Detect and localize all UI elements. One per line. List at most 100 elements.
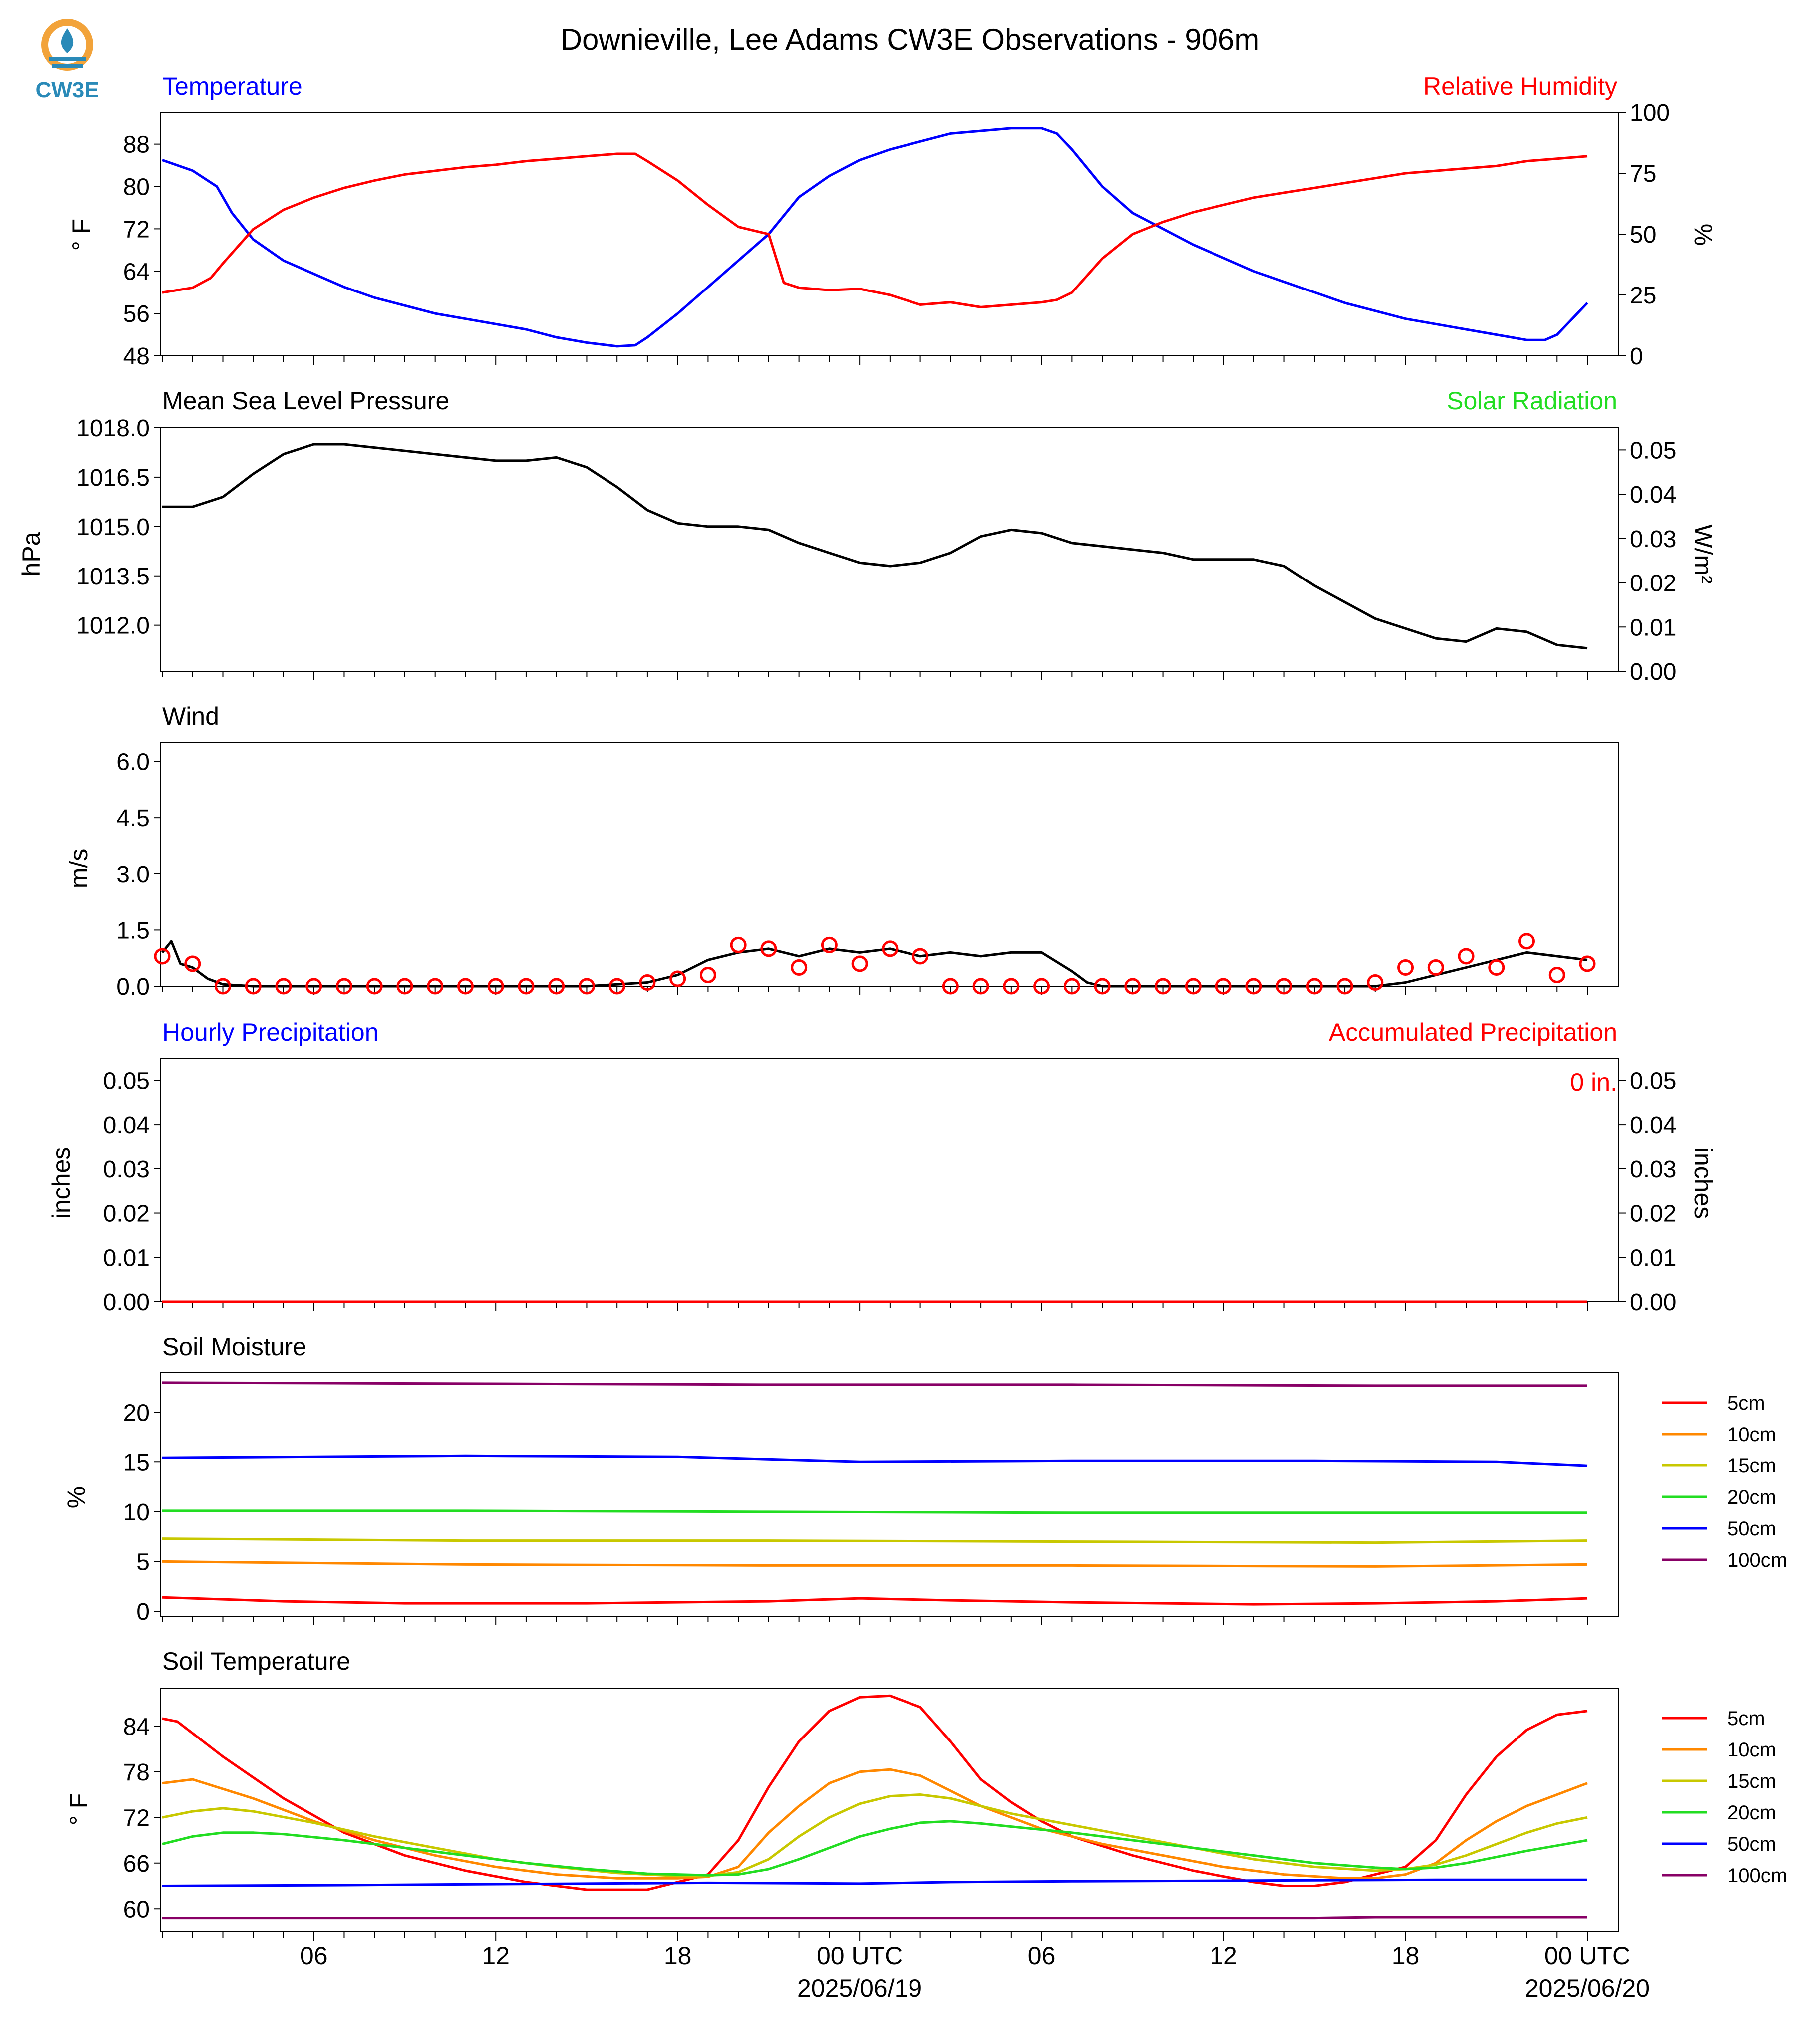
- x-tick-label: 12: [482, 1942, 510, 1970]
- gust-marker: [487, 978, 504, 995]
- gust-marker: [518, 978, 535, 995]
- legend-label: 20cm: [1727, 1486, 1776, 1508]
- y2-tick-label: 50: [1630, 222, 1656, 248]
- gust-marker: [1488, 959, 1505, 976]
- cw3e-logo: CW3E: [35, 19, 99, 102]
- gust-marker: [1094, 978, 1111, 995]
- humidity-unit: %: [1689, 224, 1717, 246]
- y-tick-label: 0.04: [103, 1112, 150, 1139]
- legend-label: 50cm: [1727, 1518, 1776, 1540]
- logo-text: CW3E: [35, 78, 99, 102]
- series-line-15cm: [162, 1537, 1588, 1544]
- y2-tick-label: 0.05: [1630, 1068, 1676, 1094]
- y2-tick-label: 100: [1630, 100, 1670, 126]
- gust-marker: [882, 940, 899, 957]
- pressure-panel: 1012.0 1013.5 1015.0 1016.5 1018.0 0.00 0.01 0.…: [76, 415, 1676, 685]
- solar-title: Solar Radiation: [1447, 387, 1617, 415]
- x-date-label: 2025/06/20: [1525, 1974, 1650, 2002]
- gust-marker: [1276, 978, 1293, 995]
- drop-icon: [61, 28, 74, 53]
- y-tick-label: 0.00: [103, 1289, 150, 1316]
- y-tick-label: 56: [123, 301, 150, 327]
- x-tick-label: 18: [664, 1942, 692, 1970]
- plot-frame: [160, 427, 1619, 672]
- y-tick-label: 0: [136, 1599, 150, 1625]
- series-line-15cm: [162, 1793, 1588, 1878]
- y-tick-label: 0.0: [116, 974, 150, 1000]
- series-line-10cm: [162, 1768, 1588, 1880]
- series-line-100cm: [162, 1381, 1587, 1387]
- gust-marker: [1215, 978, 1232, 995]
- gust-marker: [578, 978, 595, 995]
- y2-tick-label: 0.05: [1630, 437, 1676, 464]
- y-tick-label: 0.03: [103, 1157, 150, 1183]
- gust-marker: [942, 978, 959, 995]
- gust-marker: [1063, 978, 1080, 995]
- legend-label: 15cm: [1727, 1455, 1776, 1477]
- gust-marker: [548, 978, 565, 995]
- temperature-title: Temperature: [162, 72, 303, 100]
- y-tick-label: 72: [123, 216, 150, 243]
- y-tick-label: 66: [123, 1851, 150, 1877]
- legend-label: 15cm: [1727, 1770, 1776, 1792]
- y-tick-label: 48: [123, 343, 150, 370]
- y-tick-label: 88: [123, 132, 150, 158]
- y2-tick-label: 0.02: [1630, 571, 1676, 597]
- y-tick-label: 1013.5: [76, 564, 150, 590]
- y-tick-label: 1.5: [116, 917, 150, 944]
- y2-tick-label: 0: [1630, 343, 1643, 370]
- gust-marker: [821, 936, 838, 953]
- gust-marker: [214, 978, 231, 995]
- plot-frame: [160, 1058, 1619, 1302]
- y-tick-label: 80: [123, 174, 150, 201]
- accum-precip-title: Accumulated Precipitation: [1329, 1018, 1617, 1046]
- y-tick-label: 0.02: [103, 1201, 150, 1227]
- time-axis-labels: 06 12 18 00 UTC 2025/06/19 06 12 18 00 UTC 2025/0…: [300, 1942, 1650, 2002]
- y2-tick-label: 0.00: [1630, 1289, 1676, 1316]
- y2-tick-label: 0.04: [1630, 482, 1676, 508]
- x-tick-label: 06: [1028, 1942, 1056, 1970]
- y2-tick-label: 0.03: [1630, 1157, 1676, 1183]
- gust-marker: [1155, 978, 1172, 995]
- legend-label: 50cm: [1727, 1833, 1776, 1855]
- gust-marker: [1245, 978, 1262, 995]
- pressure-unit: hPa: [17, 532, 45, 576]
- x-tick-label: 12: [1210, 1942, 1237, 1970]
- series-line-5cm: [162, 1596, 1588, 1606]
- gust-marker: [366, 978, 383, 995]
- wind-panel: 0.0 1.5 3.0 4.5 6.0: [116, 742, 1619, 1000]
- soil-temperature-title: Soil Temperature: [162, 1647, 350, 1675]
- gust-marker: [791, 959, 808, 976]
- gust-marker: [396, 978, 413, 995]
- temperature-unit: ° F: [67, 219, 95, 251]
- humidity-title: Relative Humidity: [1423, 72, 1617, 100]
- gust-marker: [1518, 933, 1535, 950]
- y2-tick-label: 0.01: [1630, 614, 1676, 641]
- series-line-100cm: [162, 1916, 1587, 1920]
- gust-marker: [699, 966, 716, 983]
- y-tick-label: 5: [136, 1549, 150, 1575]
- soil-temperature-panel: 60 66 72 78 84 5cm 10cm 15cm 20cm 50cm 100cm: [123, 1688, 1787, 1941]
- x-tick-label: 18: [1392, 1942, 1420, 1970]
- gust-marker: [1336, 978, 1353, 995]
- series-line-mean-sea-level-pressure: [162, 443, 1588, 650]
- series-line-5cm: [162, 1694, 1588, 1891]
- series-line-50cm: [162, 1878, 1587, 1887]
- soil-moisture-panel: 0 5 10 15 20 5cm 10cm 15cm 20cm 50cm 100cm: [123, 1372, 1787, 1625]
- gust-marker: [851, 955, 868, 972]
- plot-frame: [160, 1688, 1619, 1932]
- gust-marker: [912, 948, 929, 965]
- gust-marker: [1185, 978, 1202, 995]
- legend-label: 5cm: [1727, 1708, 1765, 1730]
- gust-marker: [1548, 966, 1565, 983]
- y-tick-label: 1016.5: [76, 465, 150, 491]
- gust-marker: [335, 978, 352, 995]
- y2-tick-label: 0.01: [1630, 1245, 1676, 1271]
- x-tick-label: 00 UTC: [817, 1942, 903, 1970]
- series-line-20cm: [162, 1820, 1588, 1877]
- hourly-precip-title: Hourly Precipitation: [162, 1018, 379, 1046]
- y-tick-label: 15: [123, 1449, 150, 1476]
- y-tick-label: 1015.0: [76, 514, 150, 541]
- hourly-precip-unit: inches: [47, 1147, 75, 1219]
